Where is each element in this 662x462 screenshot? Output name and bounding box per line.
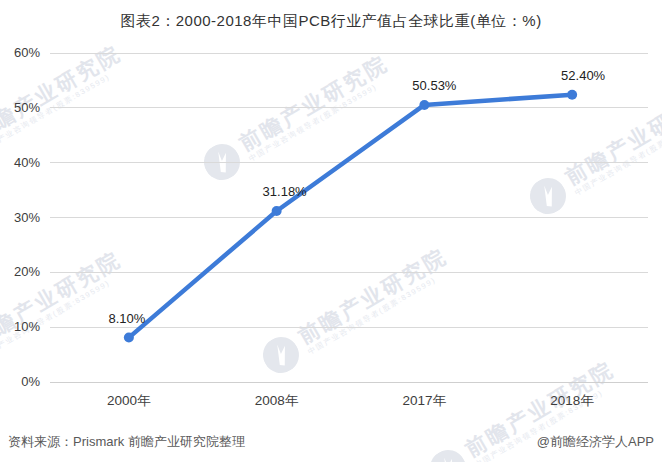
- data-point-label: 52.40%: [538, 68, 628, 84]
- data-point-label: 8.10%: [82, 311, 172, 327]
- chart-title: 图表2：2000-2018年中国PCB行业产值占全球比重(单位：%): [0, 12, 662, 31]
- data-point-marker: [419, 100, 429, 110]
- data-point-marker: [124, 333, 134, 343]
- data-point-label: 50.53%: [389, 78, 479, 94]
- source-note: 资料来源：Prismark 前瞻产业研究院整理: [8, 433, 245, 451]
- series-line: [129, 95, 572, 338]
- credit-note: @前瞻经济学人APP: [537, 433, 654, 451]
- chart-page: 前瞻产业研究院 中国产业咨询领导者(股票:839599) 前瞻产业研究院 中国产…: [0, 0, 662, 462]
- data-point-marker: [272, 206, 282, 216]
- data-point-marker: [567, 90, 577, 100]
- data-point-label: 31.18%: [240, 184, 330, 200]
